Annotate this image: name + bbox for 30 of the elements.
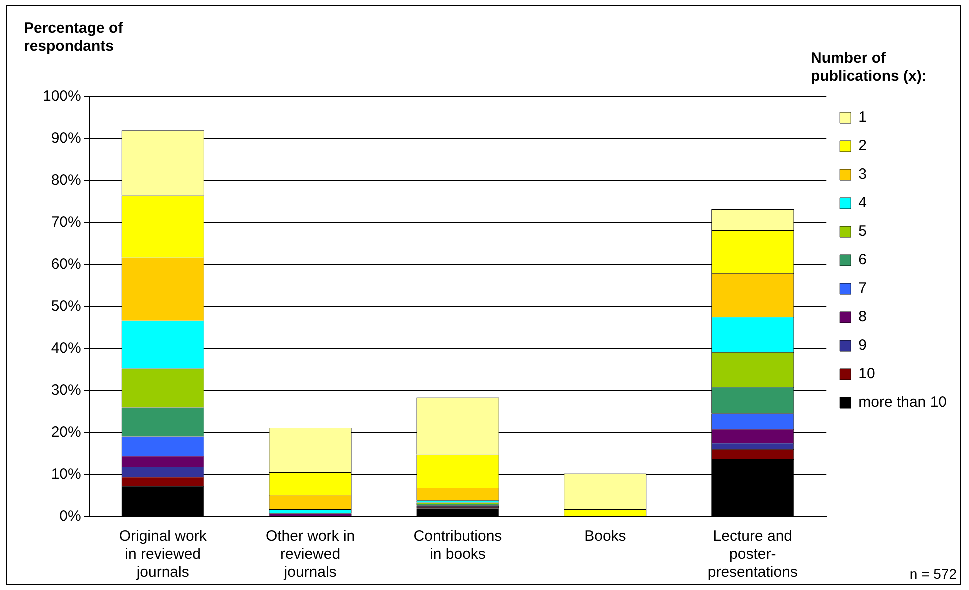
y-tick-label: 0% [60, 508, 82, 526]
y-tick-label: 60% [51, 256, 82, 274]
legend-label: 8 [858, 308, 867, 326]
legend-label: 1 [858, 109, 867, 126]
x-tick-label: Books [584, 528, 626, 546]
x-tick-label: Contributions in books [414, 528, 502, 564]
y-tick-label: 90% [51, 130, 82, 148]
y-tick-label: 30% [51, 382, 82, 400]
x-tick-label: Lecture and poster-presentations [708, 528, 798, 582]
y-tick-label: 20% [51, 424, 82, 442]
text: n = 572 [910, 566, 957, 582]
y-tick-label: 40% [51, 340, 82, 358]
legend-label: 2 [858, 138, 867, 155]
y-tick-label: 70% [51, 214, 82, 232]
legend-label: 10 [858, 366, 876, 383]
y-axis-title: Percentage of respondants [24, 20, 124, 56]
legend-label: 9 [858, 337, 867, 354]
y-tick-label: 10% [51, 466, 82, 484]
x-tick-label: Other work in reviewed journals [266, 528, 356, 582]
y-tick-label: 100% [42, 88, 82, 106]
legend-label: 3 [858, 166, 867, 184]
legend-label: 7 [858, 280, 867, 298]
y-tick-label: 50% [51, 298, 82, 316]
legend-label: 4 [858, 194, 867, 212]
y-tick-label: 80% [51, 172, 82, 190]
legend-title: Number of publications (x): [811, 50, 928, 86]
legend-label: 5 [858, 223, 867, 240]
x-tick-label: Original work in reviewed journals [119, 528, 208, 582]
legend-label: more than 10 [858, 394, 947, 412]
legend-label: 6 [858, 252, 867, 269]
